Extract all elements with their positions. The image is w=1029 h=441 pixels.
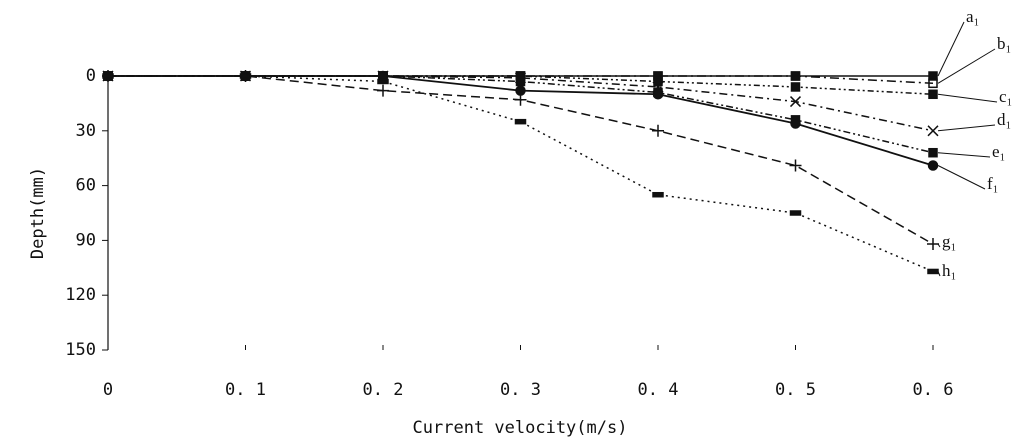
marker xyxy=(790,118,801,129)
marker xyxy=(102,73,114,79)
marker xyxy=(789,210,802,216)
x-tick-label: 0 xyxy=(103,380,113,400)
annotation-arrow xyxy=(937,48,996,84)
annotation-arrow xyxy=(937,93,998,103)
marker xyxy=(790,82,801,92)
marker xyxy=(652,124,664,137)
marker xyxy=(789,159,802,172)
marker xyxy=(514,118,527,125)
series-label: b₁ xyxy=(997,34,1011,53)
marker xyxy=(928,147,938,158)
x-tick-label: 0. 3 xyxy=(500,380,541,400)
y-tick-label: 90 xyxy=(76,230,96,250)
series-label: a₁ xyxy=(966,7,979,26)
x-axis-title: Current velocity(m/s) xyxy=(413,418,628,438)
marker xyxy=(652,89,664,100)
marker xyxy=(789,96,802,108)
x-tick-label: 0. 2 xyxy=(363,380,404,400)
marker xyxy=(239,73,252,79)
annotation-arrow xyxy=(937,165,986,190)
y-axis-title: Depth(mm) xyxy=(28,167,48,259)
marker xyxy=(928,78,938,89)
marker xyxy=(927,160,939,171)
x-tick-label: 0. 6 xyxy=(913,380,954,400)
annotation-arrow xyxy=(937,124,996,132)
annotation-arrow xyxy=(937,21,965,77)
series-label: d₁ xyxy=(997,110,1011,129)
series-label: h₁ xyxy=(942,261,956,280)
marker xyxy=(377,78,389,85)
y-tick-label: 60 xyxy=(76,176,96,196)
series-label: e₁ xyxy=(992,142,1005,161)
x-tick-label: 0. 5 xyxy=(775,380,816,400)
x-tick-label: 0. 1 xyxy=(225,380,266,400)
marker xyxy=(377,84,389,97)
series-label: c₁ xyxy=(999,87,1012,106)
y-tick-label: 120 xyxy=(65,285,96,305)
y-tick-label: 0 xyxy=(86,66,96,86)
annotation-arrow xyxy=(937,271,941,277)
series-label: g₁ xyxy=(942,232,956,251)
marker xyxy=(653,76,663,87)
marker xyxy=(790,71,801,81)
marker xyxy=(927,125,939,137)
annotation-arrow xyxy=(937,152,991,158)
marker xyxy=(652,191,664,198)
annotation-arrow xyxy=(937,243,941,248)
marker xyxy=(515,76,526,87)
marker xyxy=(928,89,938,100)
marker xyxy=(514,93,527,106)
y-tick-label: 150 xyxy=(65,340,96,360)
marker xyxy=(927,238,939,251)
series-label: f₁ xyxy=(987,174,999,193)
y-tick-label: 30 xyxy=(76,121,96,141)
x-tick-label: 0. 4 xyxy=(638,380,679,400)
marker xyxy=(927,268,939,275)
